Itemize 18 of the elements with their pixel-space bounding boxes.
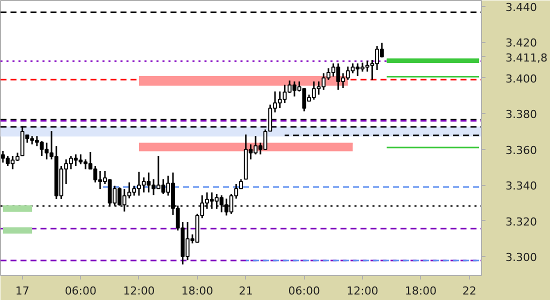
x-tick-label: 12:00 (346, 284, 378, 298)
y-tick-label: 3.380 (506, 108, 537, 122)
x-tick-label: 18:00 (404, 284, 437, 298)
x-tick-label: 21 (238, 284, 253, 298)
y-tick-label: 3.420 (506, 36, 537, 50)
y-tick-label: 3.360 (506, 144, 537, 157)
x-tick-label: 17 (15, 284, 30, 298)
x-tick-label: 12:00 (123, 284, 155, 298)
y-tick-label: 3.340 (506, 180, 537, 193)
y-tick-label: 3.400 (506, 72, 537, 86)
x-tick-label: 06:00 (64, 284, 97, 298)
x-tick-label: 18:00 (181, 284, 214, 298)
x-tick-label: 06:00 (288, 284, 320, 298)
y-tick-label: 3.300 (506, 251, 537, 264)
y-tick-label: 3.320 (506, 215, 537, 228)
x-tick-label: 22 (462, 284, 476, 298)
y-tick-label: 3.440 (506, 0, 537, 14)
y-tick-label: 3.411,8 (506, 51, 548, 64)
